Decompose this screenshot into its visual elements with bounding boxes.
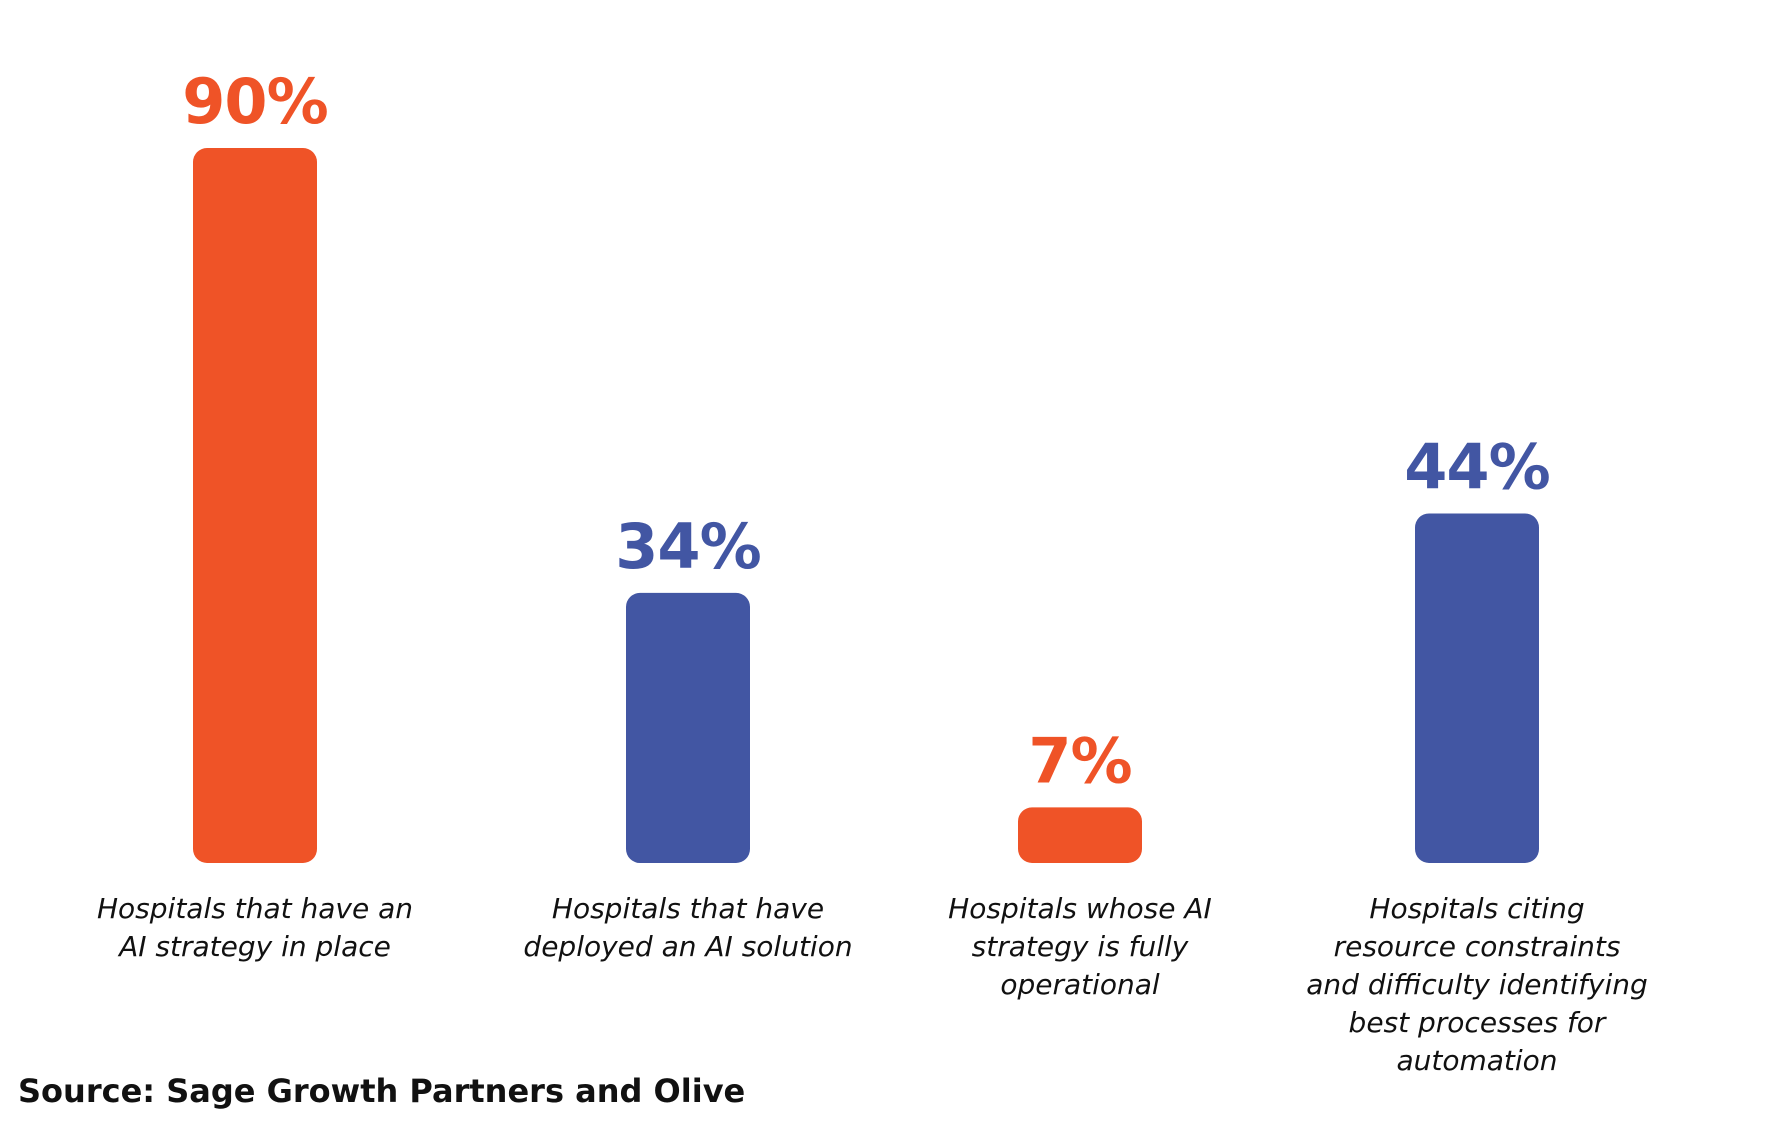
category-label-4-line-2: resource constraints (1334, 930, 1621, 963)
bar-3 (1018, 807, 1142, 863)
bars-group (193, 148, 1539, 863)
category-label-4-line-5: automation (1396, 1044, 1557, 1077)
category-label-3-line-2: strategy is fully (972, 930, 1189, 963)
value-labels-group: 90% 34% 7% 44% (182, 65, 1550, 797)
category-label-1-line-2: AI strategy in place (117, 930, 391, 963)
category-label-4-line-1: Hospitals citing (1369, 892, 1584, 925)
bar-4 (1415, 513, 1539, 863)
value-label-2: 34% (615, 510, 760, 583)
category-label-2-line-1: Hospitals that have (552, 892, 824, 925)
category-label-3-line-3: operational (1000, 968, 1160, 1001)
category-label-4-line-3: and difficulty identifying (1306, 968, 1648, 1001)
category-label-3-line-1: Hospitals whose AI (948, 892, 1212, 925)
bar-2 (626, 592, 750, 863)
category-labels-group: Hospitals that have an AI strategy in pla… (97, 892, 1648, 1077)
category-label-4-line-4: best processes for (1349, 1006, 1607, 1039)
source-note: Source: Sage Growth Partners and Olive (18, 1072, 746, 1110)
value-label-3: 7% (1028, 724, 1131, 797)
category-label-1-line-1: Hospitals that have an (97, 892, 413, 925)
value-label-1: 90% (182, 65, 327, 138)
bar-1 (193, 148, 317, 863)
category-label-2-line-2: deployed an AI solution (523, 930, 852, 963)
value-label-4: 44% (1404, 430, 1549, 503)
